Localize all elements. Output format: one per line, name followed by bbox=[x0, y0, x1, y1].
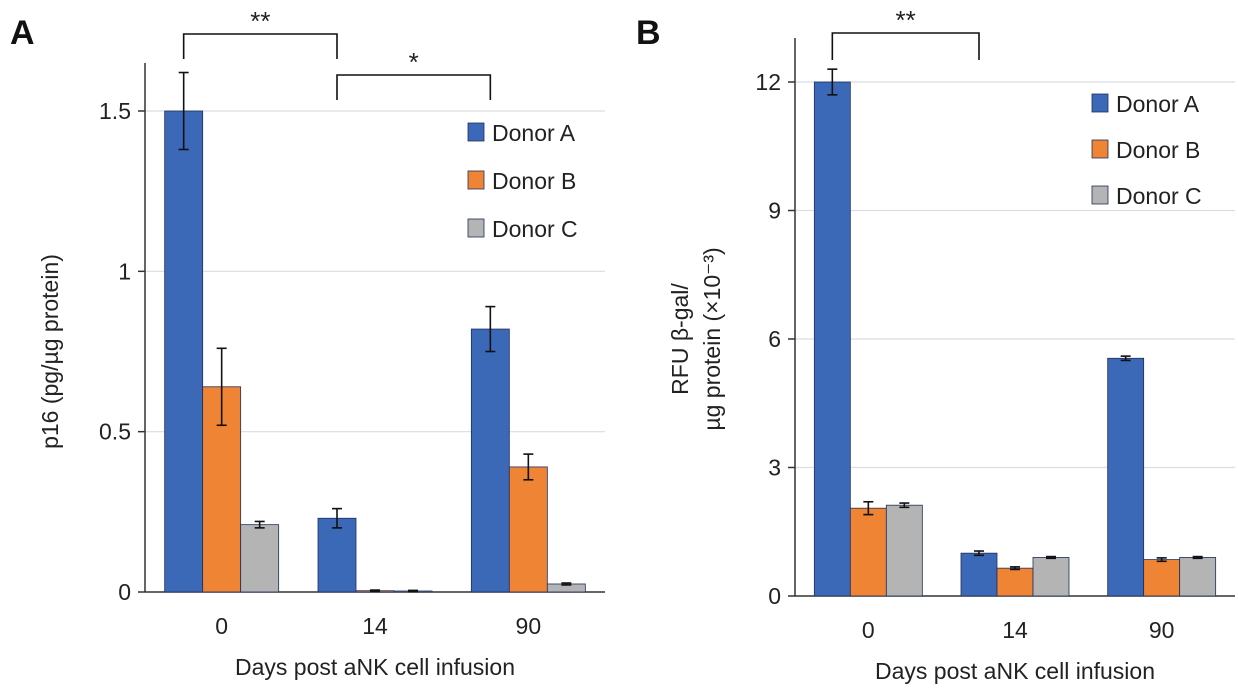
legend-label: Donor A bbox=[492, 120, 576, 146]
legend-swatch bbox=[1091, 185, 1109, 205]
y-tick-label: 12 bbox=[755, 69, 781, 95]
x-tick-label: 14 bbox=[362, 613, 388, 639]
bar bbox=[164, 110, 204, 593]
legend-label: Donor A bbox=[1116, 91, 1200, 117]
significance-label: ** bbox=[896, 5, 916, 35]
significance-bracket bbox=[336, 74, 492, 100]
y-tick-label: 1 bbox=[118, 258, 131, 284]
y-axis-title: p16 (pg/µg protein) bbox=[37, 254, 63, 449]
x-tick-label: 0 bbox=[862, 617, 875, 643]
x-axis-title: Days post aNK cell infusion bbox=[875, 658, 1155, 684]
bar bbox=[317, 517, 357, 593]
y-tick-label: 0 bbox=[768, 583, 781, 609]
y-tick-label: 3 bbox=[768, 455, 781, 481]
y-tick-label: 1.5 bbox=[99, 98, 131, 124]
y-axis-title: µg protein (×10⁻³) bbox=[699, 247, 725, 430]
legend-swatch bbox=[1091, 139, 1109, 159]
legend-label: Donor C bbox=[492, 216, 578, 242]
panel-a-letter: A bbox=[10, 14, 35, 52]
x-tick-label: 0 bbox=[215, 613, 228, 639]
bar bbox=[1143, 559, 1181, 597]
bar bbox=[960, 552, 998, 597]
legend-swatch bbox=[467, 122, 485, 142]
significance-label: * bbox=[409, 47, 419, 77]
bar bbox=[240, 524, 280, 593]
bar bbox=[849, 507, 887, 597]
y-tick-label: 0 bbox=[118, 579, 131, 605]
x-tick-label: 90 bbox=[516, 613, 542, 639]
x-tick-label: 90 bbox=[1149, 617, 1175, 643]
x-tick-label: 14 bbox=[1002, 617, 1028, 643]
significance-bracket bbox=[182, 33, 338, 59]
bar bbox=[885, 504, 923, 597]
panel-b-letter: B bbox=[636, 14, 661, 52]
significance-bracket bbox=[831, 32, 980, 60]
panel-b: B 0 3 6 9 12 0 14 90 Days post aNK cell infusion… bbox=[636, 5, 1235, 684]
y-axis-title: RFU β-gal/ bbox=[667, 283, 693, 395]
legend-label: Donor B bbox=[492, 168, 576, 194]
legend-label: Donor B bbox=[1116, 137, 1200, 163]
bar bbox=[508, 466, 548, 593]
bar bbox=[813, 81, 851, 597]
bar bbox=[1179, 557, 1217, 597]
y-tick-label: 9 bbox=[768, 198, 781, 224]
bar bbox=[996, 567, 1034, 597]
bar bbox=[1032, 557, 1070, 597]
legend-swatch bbox=[467, 218, 485, 238]
legend-label: Donor C bbox=[1116, 183, 1202, 209]
bar bbox=[470, 328, 510, 593]
y-tick-label: 0.5 bbox=[99, 419, 131, 445]
legend-swatch bbox=[467, 170, 485, 190]
y-tick-label: 6 bbox=[768, 326, 781, 352]
legend-swatch bbox=[1091, 93, 1109, 113]
significance-label: ** bbox=[250, 6, 270, 36]
bar bbox=[1107, 357, 1145, 597]
x-axis-title: Days post aNK cell infusion bbox=[235, 654, 515, 680]
